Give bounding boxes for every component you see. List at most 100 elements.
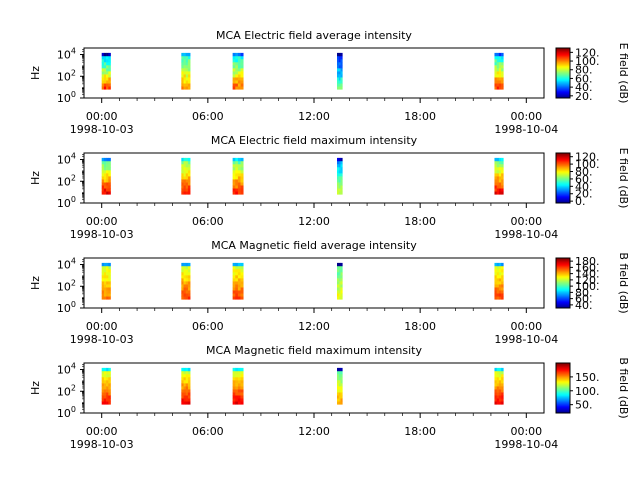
- data-cell: [187, 370, 191, 375]
- data-cell: [232, 55, 236, 60]
- data-cell: [103, 293, 107, 297]
- data-cell: [340, 389, 343, 393]
- colorbar-band: [556, 274, 570, 276]
- data-cell: [494, 395, 497, 399]
- data-cell: [183, 401, 187, 405]
- y-tick-exponent: 4: [71, 47, 76, 56]
- data-cell: [494, 296, 497, 300]
- data-cell: [496, 160, 500, 165]
- data-cell: [338, 392, 341, 396]
- data-cell: [237, 370, 241, 375]
- plot-frame: [83, 362, 545, 414]
- data-cell: [501, 383, 504, 387]
- data-cell: [237, 160, 241, 165]
- data-cell: [496, 179, 500, 183]
- x-date-label: 1998-10-04: [494, 228, 558, 241]
- colorbar-tick-label: 40.: [575, 180, 593, 193]
- colorbar-band: [556, 199, 570, 201]
- data-cell: [103, 271, 107, 276]
- data-cell: [240, 170, 244, 174]
- data-cell: [501, 293, 504, 297]
- data-cell: [337, 392, 340, 396]
- data-cell: [106, 185, 109, 189]
- colorbar-tick-label: 80.: [575, 286, 593, 299]
- data-cell: [501, 284, 504, 288]
- data-cell: [185, 58, 189, 63]
- data-cell: [106, 71, 109, 75]
- data-cell: [106, 157, 109, 162]
- data-cell: [340, 392, 343, 396]
- data-cell: [181, 395, 184, 399]
- data-cell: [498, 191, 502, 195]
- data-cell: [498, 83, 502, 87]
- data-cell: [103, 163, 107, 168]
- data-cell: [340, 86, 343, 90]
- colorbar-band: [556, 179, 570, 181]
- data-cell: [103, 290, 107, 294]
- data-cell: [183, 173, 187, 177]
- colorbar-band: [556, 378, 570, 380]
- data-cell: [498, 188, 502, 192]
- data-cell: [237, 163, 241, 168]
- data-cell: [494, 398, 497, 402]
- plot-frame: [83, 152, 545, 204]
- data-cell: [494, 293, 497, 297]
- data-cell: [181, 74, 184, 78]
- data-cell: [103, 71, 107, 75]
- data-cell: [103, 262, 107, 267]
- data-cell: [181, 61, 184, 66]
- colorbar-band: [556, 275, 570, 278]
- data-cell: [501, 290, 504, 294]
- data-cell: [237, 188, 241, 192]
- data-cell: [185, 395, 189, 399]
- data-cell: [108, 287, 111, 291]
- data-cell: [101, 86, 105, 90]
- data-cell: [108, 380, 111, 384]
- data-cell: [494, 157, 497, 162]
- data-cell: [185, 401, 189, 405]
- data-cell: [494, 182, 497, 186]
- data-cell: [494, 86, 497, 90]
- data-cell: [103, 157, 107, 162]
- data-cell: [235, 83, 239, 87]
- data-cell: [187, 367, 191, 372]
- data-cell: [103, 188, 107, 192]
- data-cell: [240, 389, 244, 393]
- data-cell: [181, 290, 184, 294]
- data-cell: [235, 173, 239, 177]
- data-cell: [240, 80, 244, 84]
- data-cell: [185, 176, 189, 180]
- colorbar-band: [556, 293, 570, 295]
- colorbar-band: [556, 258, 570, 260]
- data-cell: [501, 188, 504, 192]
- data-cell: [340, 376, 343, 381]
- colorbar-band: [556, 380, 570, 383]
- data-cell: [108, 188, 111, 192]
- data-cell: [496, 281, 500, 285]
- data-cell: [183, 278, 187, 282]
- data-cell: [106, 376, 109, 381]
- data-cell: [183, 386, 187, 390]
- data-cell: [237, 185, 241, 189]
- data-cell: [183, 389, 187, 393]
- data-cell: [101, 170, 105, 174]
- data-cell: [181, 166, 184, 171]
- data-cell: [181, 392, 184, 396]
- data-cell: [337, 71, 340, 75]
- data-cell: [183, 80, 187, 84]
- data-cell: [237, 287, 241, 291]
- y-axis-label: Hz: [29, 171, 42, 185]
- data-cell: [496, 80, 500, 84]
- x-tick-label: 06:00: [192, 110, 224, 123]
- data-cell: [101, 77, 105, 81]
- data-cell: [496, 373, 500, 378]
- data-cell: [108, 389, 111, 393]
- data-cell: [498, 71, 502, 75]
- colorbar-tick-label: 120.: [575, 151, 600, 164]
- data-cell: [108, 281, 111, 285]
- data-cell: [498, 262, 502, 267]
- data-cell: [240, 61, 244, 66]
- data-cell: [108, 71, 111, 75]
- colorbar-band: [556, 365, 570, 368]
- data-cell: [108, 179, 111, 183]
